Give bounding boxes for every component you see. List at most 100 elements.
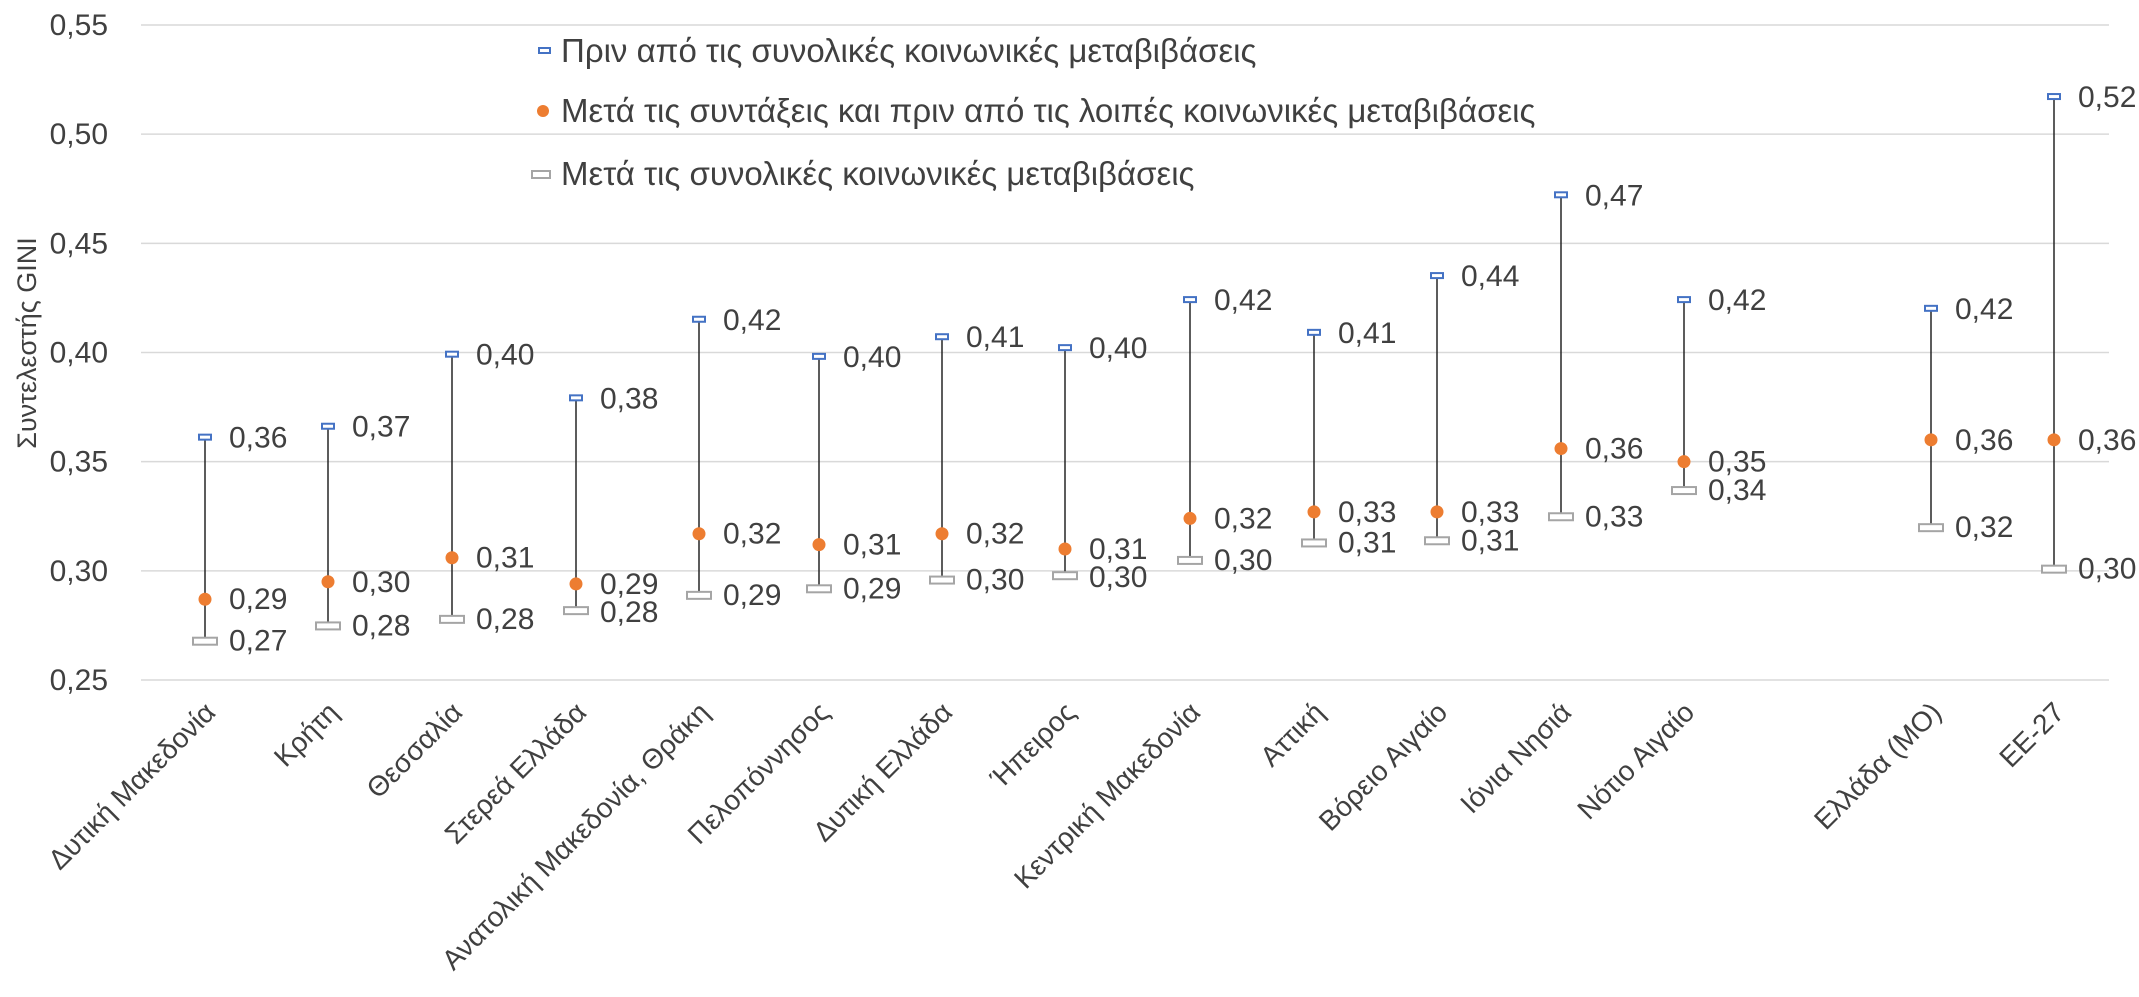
point-after bbox=[2041, 564, 2067, 574]
y-tick-label: 0,40 bbox=[50, 337, 108, 370]
point-after bbox=[929, 575, 955, 585]
point-pensions bbox=[935, 527, 949, 541]
point-pensions bbox=[1554, 442, 1568, 456]
label-after: 0,32 bbox=[1955, 511, 2013, 544]
label-before: 0,42 bbox=[723, 304, 781, 337]
point-after bbox=[439, 614, 465, 624]
category-label: Ήπειρος bbox=[983, 696, 1081, 794]
point-after bbox=[1301, 538, 1327, 548]
y-tick-label: 0,30 bbox=[50, 555, 108, 588]
label-pensions: 0,29 bbox=[600, 568, 658, 601]
legend-label-pensions: Μετά τις συντάξεις και πριν από τις λοιπ… bbox=[561, 92, 1535, 129]
point-after bbox=[563, 606, 589, 616]
label-after: 0,30 bbox=[1214, 544, 1272, 577]
legend-item-pensions: Μετά τις συντάξεις και πριν από τις λοιπ… bbox=[537, 92, 1535, 129]
point-before bbox=[198, 433, 212, 441]
label-before: 0,41 bbox=[1338, 317, 1396, 350]
label-after: 0,29 bbox=[723, 579, 781, 612]
label-after: 0,28 bbox=[600, 596, 658, 629]
label-after: 0,31 bbox=[1338, 526, 1396, 559]
point-before bbox=[445, 350, 459, 358]
legend-item-before: Πριν από τις συνολικές κοινωνικές μεταβι… bbox=[538, 32, 1256, 69]
point-pensions bbox=[1183, 511, 1197, 525]
point-pensions bbox=[1924, 433, 1938, 447]
point-after bbox=[1918, 523, 1944, 533]
label-after: 0,33 bbox=[1585, 500, 1643, 533]
category-label: Κρήτη bbox=[268, 696, 344, 772]
label-before: 0,36 bbox=[229, 422, 287, 455]
legend-label-before: Πριν από τις συνολικές κοινωνικές μεταβι… bbox=[561, 32, 1256, 69]
category-label: ΕΕ-27 bbox=[1993, 696, 2070, 773]
label-pensions: 0,30 bbox=[352, 566, 410, 599]
label-pensions: 0,33 bbox=[1461, 496, 1519, 529]
point-pensions bbox=[321, 575, 335, 589]
category-label: Ιόνια Νησιά bbox=[1454, 696, 1577, 819]
label-after: 0,28 bbox=[476, 603, 534, 636]
label-after: 0,29 bbox=[843, 572, 901, 605]
point-pensions bbox=[1677, 455, 1691, 469]
category-label: Αττική bbox=[1254, 696, 1330, 772]
category-label: Ανατολική Μακεδονία, Θράκη bbox=[436, 696, 715, 975]
point-before bbox=[1677, 296, 1691, 304]
point-after bbox=[192, 636, 218, 646]
label-before: 0,42 bbox=[1955, 293, 2013, 326]
point-before bbox=[935, 333, 949, 341]
point-pensions bbox=[692, 527, 706, 541]
label-pensions: 0,32 bbox=[1214, 502, 1272, 535]
point-before bbox=[1554, 191, 1568, 199]
label-pensions: 0,35 bbox=[1708, 446, 1766, 479]
point-pensions bbox=[569, 577, 583, 591]
category-label: Ελλάδα (ΜΟ) bbox=[1808, 696, 1947, 835]
point-before bbox=[2047, 93, 2061, 101]
label-before: 0,42 bbox=[1708, 284, 1766, 317]
point-before bbox=[1183, 296, 1197, 304]
point-after bbox=[1177, 555, 1203, 565]
data-marks bbox=[192, 93, 2067, 646]
label-after: 0,30 bbox=[966, 564, 1024, 597]
point-before bbox=[812, 352, 826, 360]
data-labels: 0,36 0,29 0,27 0,37 0,30 0,28 0,40 0,31 0,28 0,38… bbox=[229, 81, 2136, 658]
legend: Πριν από τις συνολικές κοινωνικές μεταβι… bbox=[531, 32, 1535, 192]
label-pensions: 0,31 bbox=[1089, 533, 1147, 566]
point-after bbox=[1424, 536, 1450, 546]
label-after: 0,30 bbox=[1089, 561, 1147, 594]
point-after bbox=[1671, 486, 1697, 496]
label-after: 0,34 bbox=[1708, 474, 1766, 507]
point-after bbox=[315, 621, 341, 631]
label-after: 0,30 bbox=[2078, 553, 2136, 586]
label-after: 0,28 bbox=[352, 609, 410, 642]
category-label: Νότιο Αιγαίο bbox=[1571, 696, 1700, 825]
legend-item-after: Μετά τις συνολικές κοινωνικές μεταβιβάσε… bbox=[531, 155, 1194, 192]
point-pensions bbox=[1307, 505, 1321, 519]
point-pensions bbox=[1430, 505, 1444, 519]
gridlines bbox=[141, 24, 2109, 681]
point-after bbox=[1052, 571, 1078, 581]
point-before bbox=[1307, 328, 1321, 336]
label-before: 0,38 bbox=[600, 382, 658, 415]
label-before: 0,37 bbox=[352, 411, 410, 444]
point-before bbox=[1058, 344, 1072, 352]
legend-marker-after bbox=[531, 170, 551, 179]
label-before: 0,47 bbox=[1585, 179, 1643, 212]
point-before bbox=[569, 394, 583, 402]
point-before bbox=[321, 422, 335, 430]
point-after bbox=[806, 584, 832, 594]
label-pensions: 0,36 bbox=[1585, 433, 1643, 466]
y-tick-label: 0,55 bbox=[50, 9, 108, 42]
point-after bbox=[686, 590, 712, 600]
label-before: 0,40 bbox=[843, 341, 901, 374]
label-before: 0,42 bbox=[1214, 284, 1272, 317]
point-before bbox=[1430, 272, 1444, 280]
category-label: Δυτική Μακεδονία bbox=[42, 696, 221, 875]
point-pensions bbox=[2047, 433, 2061, 447]
y-axis-label: Συντελεστής GINI bbox=[12, 237, 42, 449]
legend-marker-pensions bbox=[537, 105, 549, 117]
point-before bbox=[692, 315, 706, 323]
label-before: 0,44 bbox=[1461, 260, 1519, 293]
y-tick-label: 0,45 bbox=[50, 227, 108, 260]
label-pensions: 0,36 bbox=[1955, 424, 2013, 457]
point-pensions bbox=[445, 551, 459, 565]
label-before: 0,41 bbox=[966, 321, 1024, 354]
